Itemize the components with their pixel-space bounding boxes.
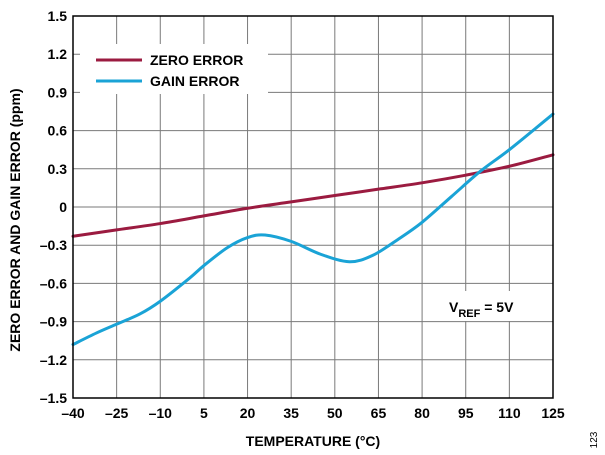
x-tick-labels: –40 –25 –10 5 20 35 50 65 80 95 110 125 bbox=[61, 405, 565, 421]
y-tick-label: 0.9 bbox=[48, 84, 68, 100]
vref-v: V bbox=[449, 299, 459, 315]
x-tick-label: 50 bbox=[327, 405, 343, 421]
y-tick-label: –0.9 bbox=[40, 314, 67, 330]
y-tick-label: –0.6 bbox=[40, 275, 67, 291]
x-tick-label: 35 bbox=[283, 405, 299, 421]
y-tick-label: 1.2 bbox=[48, 46, 68, 62]
legend-label-zero-error: ZERO ERROR bbox=[150, 52, 243, 68]
series-group bbox=[71, 112, 555, 347]
y-axis-title: ZERO ERROR AND GAIN ERROR (ppm) bbox=[7, 88, 23, 351]
y-tick-label: 0.6 bbox=[48, 123, 68, 139]
x-tick-label: 5 bbox=[200, 405, 208, 421]
x-tick-label: 125 bbox=[541, 405, 565, 421]
plot-frame bbox=[72, 15, 554, 399]
vref-annotation-text: VREF = 5V bbox=[449, 299, 514, 320]
vref-annotation: VREF = 5V bbox=[440, 291, 542, 321]
vref-annotation-background bbox=[440, 291, 542, 321]
legend-background bbox=[80, 44, 268, 94]
y-tick-labels: –1.5 –1.2 –0.9 –0.6 –0.3 0 0.3 0.6 0.9 1.2 1.5 bbox=[40, 8, 67, 406]
x-tick-label: –40 bbox=[61, 405, 85, 421]
vref-tail: = 5V bbox=[480, 299, 514, 315]
legend-label-gain-error: GAIN ERROR bbox=[150, 73, 239, 89]
x-tick-label: 95 bbox=[458, 405, 474, 421]
figure-id: 123 bbox=[589, 431, 600, 448]
x-tick-label: 65 bbox=[371, 405, 387, 421]
y-tick-label: –1.2 bbox=[40, 352, 67, 368]
y-tick-label: –1.5 bbox=[40, 390, 67, 406]
x-tick-label: –10 bbox=[149, 405, 173, 421]
series-line-gain-error bbox=[71, 112, 555, 347]
x-tick-label: 80 bbox=[414, 405, 430, 421]
y-tick-label: –0.3 bbox=[40, 237, 67, 253]
y-tick-label: 0.3 bbox=[48, 161, 68, 177]
x-tick-label: 20 bbox=[240, 405, 256, 421]
vref-sub: REF bbox=[458, 308, 480, 320]
y-tick-label: 1.5 bbox=[48, 8, 68, 24]
x-axis-title: TEMPERATURE (°C) bbox=[246, 433, 380, 449]
x-tick-label: 110 bbox=[498, 405, 521, 421]
series-line-zero-error bbox=[71, 153, 555, 238]
legend: ZERO ERROR GAIN ERROR bbox=[80, 44, 268, 94]
plot-border bbox=[72, 15, 554, 399]
x-tick-label: –25 bbox=[105, 405, 129, 421]
y-tick-label: 0 bbox=[59, 199, 67, 215]
